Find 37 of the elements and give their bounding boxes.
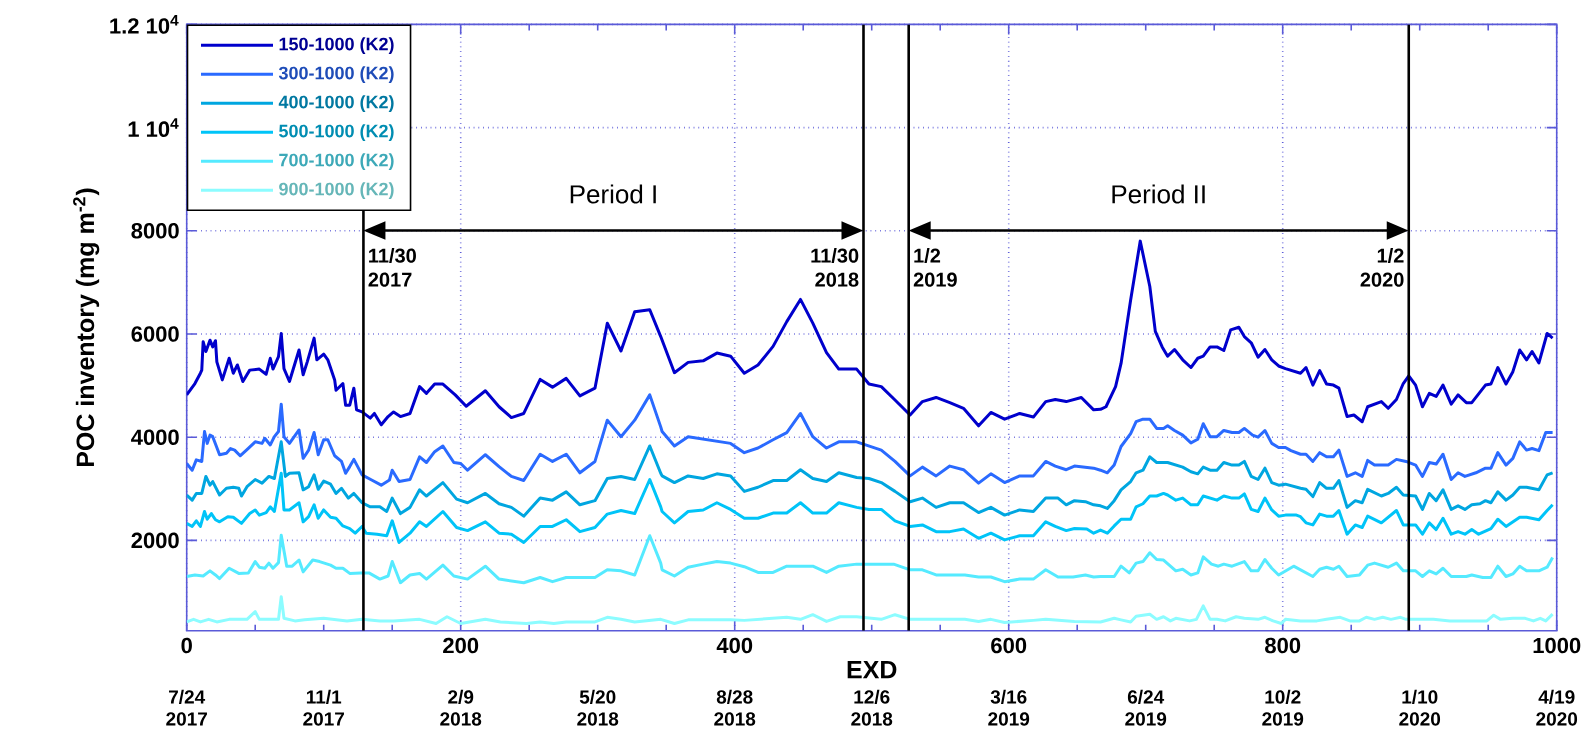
ref-line-label: 1/2 2019 [913,248,957,287]
y-tick-label: 8000 [131,222,179,239]
y-axis-title: POC inventory (mg m$^{-2}$) [73,188,100,467]
x-tick-label: 0 [181,637,192,654]
x2-tick-label: 3/16 2019 [988,689,1030,726]
x-tick-label: 600 [991,637,1027,654]
y-tick-label: 4000 [131,429,179,445]
annotation: Period I [570,184,656,204]
y-tick-label: 1 10$^{4}$ [128,118,179,137]
y-tick-label: 1.2 10$^{4}$ [110,15,179,34]
x2-tick-label: 1/10 2020 [1399,689,1441,726]
x-tick-label: 1000 [1533,637,1581,654]
x2-tick-label: 5/20 2018 [577,689,619,726]
x2-tick-label: 11/1 2017 [303,689,344,726]
x2-tick-label: 8/28 2018 [714,689,756,726]
x2-tick-label: 12/6 2018 [851,689,893,726]
x2-tick-label: 7/24 2017 [166,689,207,726]
legend-label: 500-1000 (K2) [279,124,394,141]
legend-label: 700-1000 (K2) [279,153,394,170]
x-axis-title: EXD [847,661,897,679]
legend-label: 400-1000 (K2) [278,95,394,112]
x-tick-label: 200 [443,637,479,654]
ref-line-label: 11/30 2018 [811,248,859,287]
x-tick-label: 800 [1265,637,1301,654]
x2-tick-label: 4/19 2020 [1536,689,1578,726]
legend-label: 150-1000 (K2) [279,37,394,54]
legend-label: 900-1000 (K2) [279,182,394,199]
ref-line-label: 11/30 2017 [368,248,416,287]
x-tick-label: 400 [716,637,753,654]
x2-tick-label: 6/24 2019 [1125,689,1167,726]
x2-tick-label: 10/2 2019 [1262,689,1304,726]
legend-label: 300-1000 (K2) [278,66,394,83]
y-tick-label: 2000 [131,532,179,549]
x2-tick-label: 2/9 2018 [440,689,482,726]
y-tick-label: 6000 [131,326,179,342]
annotation: Period II [1112,184,1205,204]
ref-line-label: 1/2 2020 [1360,248,1404,287]
